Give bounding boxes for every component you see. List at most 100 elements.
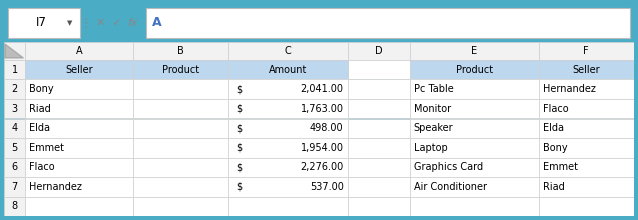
Bar [26,79,133,99]
Bar [133,119,228,138]
Bar [26,158,133,177]
Text: Elda: Elda [29,123,50,133]
Bar [26,177,133,196]
Bar [410,99,538,119]
Text: Air Conditioner: Air Conditioner [413,182,487,192]
Text: Riad: Riad [29,104,51,114]
Bar [348,177,410,196]
Bar [538,99,634,119]
Bar [538,177,634,196]
Text: Speaker: Speaker [413,123,454,133]
Bar [410,177,538,196]
Bar [538,119,634,138]
Bar [26,119,133,138]
Bar [410,158,538,177]
Bar [228,119,348,138]
Text: $: $ [236,143,242,153]
Text: 8: 8 [11,201,18,211]
Bar [410,79,538,99]
Bar [538,42,634,60]
Text: E: E [471,46,477,56]
Bar [26,177,133,196]
Text: Riad: Riad [542,182,564,192]
Bar [410,60,538,79]
Bar [4,119,26,138]
Text: Emmet: Emmet [29,143,64,153]
Bar [228,138,348,158]
Bar [228,60,348,79]
Bar [26,99,133,119]
Text: Hernandez: Hernandez [29,182,82,192]
Bar [26,138,133,158]
Text: 4: 4 [11,123,18,133]
Bar [26,196,133,216]
Text: Seller: Seller [572,65,600,75]
Bar [410,42,538,60]
Bar [133,99,228,119]
Bar [228,79,348,99]
Text: 1,763.00: 1,763.00 [300,104,344,114]
Bar [133,177,228,196]
Text: $: $ [236,182,242,192]
Text: Hernandez: Hernandez [542,84,595,94]
Bar [26,119,133,138]
Text: I7: I7 [36,16,47,29]
Polygon shape [5,44,24,58]
Text: F: F [584,46,589,56]
Bar [4,158,26,177]
Text: ✓: ✓ [111,18,121,28]
Text: C: C [285,46,292,56]
Bar [538,79,634,99]
Bar [228,138,348,158]
Text: fx: fx [127,18,137,28]
Bar [228,196,348,216]
Bar [538,158,634,177]
Text: 3: 3 [11,104,18,114]
Bar [410,138,538,158]
Bar [133,196,228,216]
Bar [410,119,538,138]
Bar [4,60,26,79]
Bar [228,158,348,177]
Bar [146,8,630,38]
Text: Graphics Card: Graphics Card [413,162,483,172]
Bar [410,99,538,119]
Text: Bony: Bony [29,84,54,94]
Bar [228,99,348,119]
Bar [26,138,133,158]
Text: A: A [76,46,82,56]
Text: 5: 5 [11,143,18,153]
Bar [228,60,348,79]
Bar [410,119,538,138]
Bar [8,8,80,38]
Text: $: $ [236,104,242,114]
Bar [133,158,228,177]
Text: $: $ [236,123,242,133]
Bar [228,79,348,99]
Text: Product: Product [162,65,199,75]
Bar [410,196,538,216]
Bar [4,177,26,196]
Bar [410,158,538,177]
Bar [228,158,348,177]
Bar [410,138,538,158]
Bar [4,196,26,216]
Bar [538,196,634,216]
Text: 498.00: 498.00 [310,123,344,133]
Bar [228,119,348,138]
Bar [133,138,228,158]
Bar [133,177,228,196]
Text: A: A [152,16,161,29]
Bar [26,42,133,60]
Bar [348,79,410,99]
Bar [133,60,228,79]
Text: Emmet: Emmet [542,162,577,172]
Bar [348,119,410,138]
Bar [538,138,634,158]
Bar [133,79,228,99]
Bar [133,119,228,138]
Bar [538,158,634,177]
Bar [133,99,228,119]
Text: Laptop: Laptop [413,143,447,153]
Text: 2: 2 [11,84,18,94]
